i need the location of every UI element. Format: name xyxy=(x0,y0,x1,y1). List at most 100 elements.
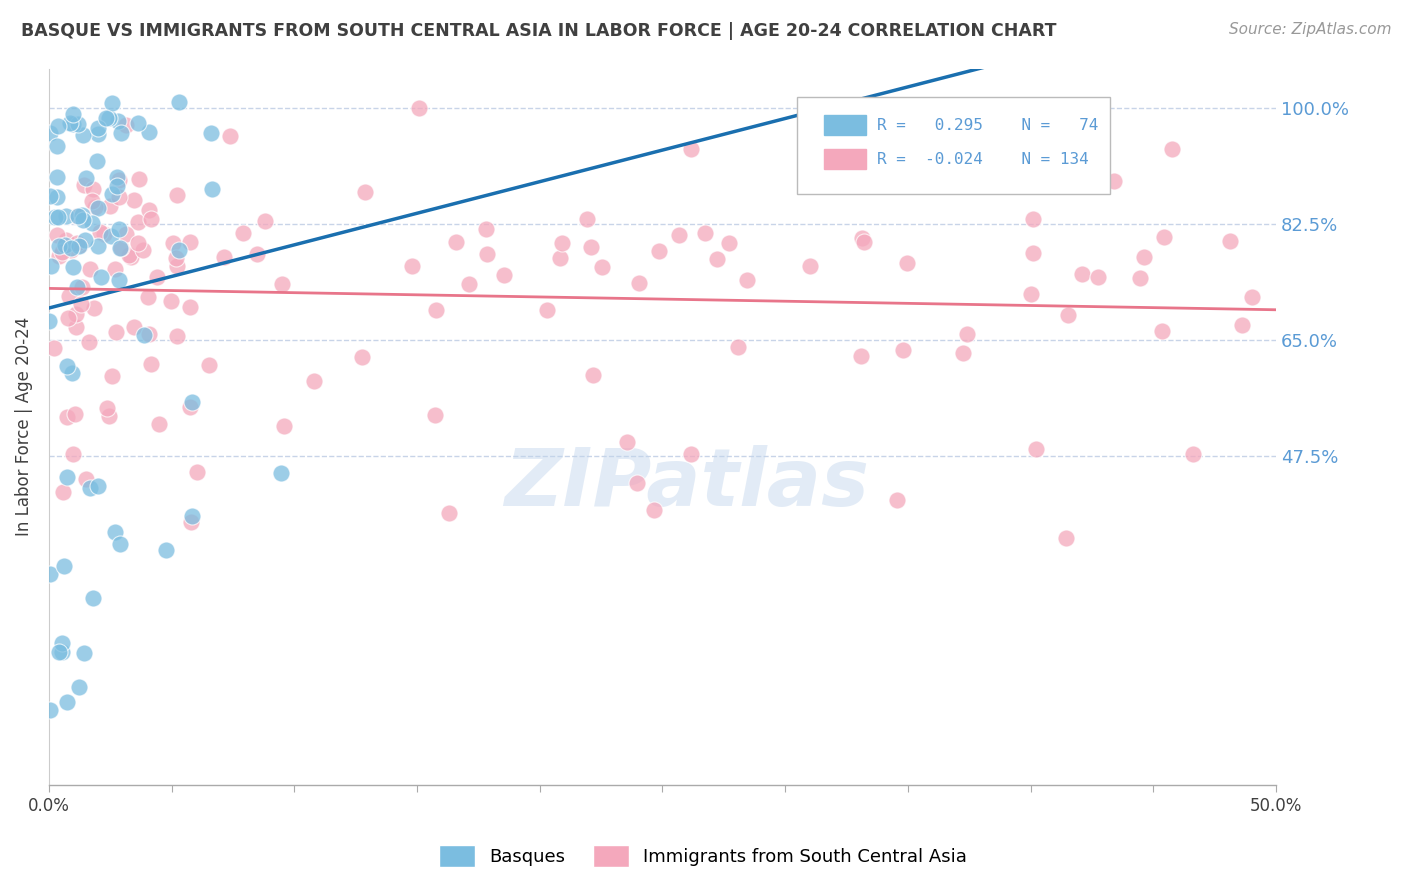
Point xyxy=(55,695,77,709)
Point xyxy=(679,142,702,156)
Point xyxy=(956,326,979,341)
Point xyxy=(735,273,758,287)
Point xyxy=(79,481,101,495)
Point xyxy=(1153,230,1175,244)
Point xyxy=(66,235,89,250)
Point xyxy=(626,475,648,490)
Point xyxy=(271,277,294,292)
Point xyxy=(138,202,160,217)
Point xyxy=(104,524,127,539)
Point xyxy=(44,341,66,355)
Point xyxy=(628,276,651,290)
Point xyxy=(62,107,84,121)
Point xyxy=(1219,234,1241,248)
FancyBboxPatch shape xyxy=(797,97,1111,194)
Point xyxy=(851,230,873,244)
Point xyxy=(46,170,69,185)
Point xyxy=(127,116,149,130)
Point xyxy=(138,326,160,341)
Point xyxy=(56,409,79,424)
Point xyxy=(107,190,129,204)
Point xyxy=(575,211,598,226)
Point xyxy=(139,211,162,226)
Point xyxy=(425,302,447,317)
Point xyxy=(87,478,110,492)
Text: Source: ZipAtlas.com: Source: ZipAtlas.com xyxy=(1229,22,1392,37)
Point xyxy=(73,233,96,247)
Point xyxy=(66,209,89,223)
Point xyxy=(181,509,204,524)
Point xyxy=(180,394,202,409)
Point xyxy=(108,537,131,551)
Point xyxy=(302,374,325,388)
Point xyxy=(139,357,162,371)
Point xyxy=(353,185,375,199)
Point xyxy=(96,401,118,415)
Point xyxy=(799,259,821,273)
Point xyxy=(254,214,277,228)
Point xyxy=(148,417,170,431)
Point xyxy=(134,327,156,342)
Point xyxy=(65,319,87,334)
Point xyxy=(39,188,62,202)
Point xyxy=(55,233,77,247)
Point xyxy=(72,128,94,142)
Point xyxy=(115,118,138,132)
Point xyxy=(1025,442,1047,457)
Point xyxy=(66,280,89,294)
Point xyxy=(232,226,254,240)
Point xyxy=(437,506,460,520)
Point xyxy=(98,199,121,213)
Point xyxy=(160,294,183,309)
Point xyxy=(56,470,79,484)
Point xyxy=(1021,245,1043,260)
Text: R =  -0.024    N = 134: R = -0.024 N = 134 xyxy=(877,152,1088,167)
Point xyxy=(136,289,159,303)
Point xyxy=(706,252,728,266)
Point xyxy=(107,114,129,128)
Point xyxy=(48,239,70,253)
Point xyxy=(273,418,295,433)
Point xyxy=(87,127,110,141)
Point xyxy=(475,246,498,260)
Point xyxy=(66,117,89,131)
Point xyxy=(475,221,498,235)
Point xyxy=(548,251,571,265)
Point xyxy=(893,343,915,357)
Point xyxy=(591,260,613,274)
Point xyxy=(579,240,602,254)
Point xyxy=(84,201,107,215)
Point xyxy=(110,241,132,255)
Point xyxy=(166,259,188,273)
Point xyxy=(408,101,430,115)
Text: R =   0.295    N =   74: R = 0.295 N = 74 xyxy=(877,118,1098,133)
Point xyxy=(643,503,665,517)
Point xyxy=(70,297,93,311)
Point xyxy=(616,435,638,450)
Point xyxy=(62,117,84,131)
Point xyxy=(101,368,124,383)
Point xyxy=(73,646,96,660)
Point xyxy=(46,189,69,203)
Point xyxy=(59,241,82,255)
Point xyxy=(118,248,141,262)
Point xyxy=(93,227,115,241)
Point xyxy=(1129,271,1152,285)
Point xyxy=(51,645,73,659)
Point xyxy=(58,116,80,130)
Point xyxy=(60,366,83,380)
Point xyxy=(1102,174,1125,188)
Point xyxy=(51,636,73,650)
Point xyxy=(39,703,62,717)
Point xyxy=(46,139,69,153)
Point xyxy=(492,268,515,283)
Point xyxy=(108,173,131,187)
Point xyxy=(86,239,108,253)
Point xyxy=(70,280,93,294)
Point xyxy=(648,244,671,258)
Point xyxy=(425,408,447,422)
Bar xyxy=(824,149,866,169)
Point xyxy=(38,566,60,581)
Point xyxy=(82,591,104,605)
Point xyxy=(52,485,75,500)
